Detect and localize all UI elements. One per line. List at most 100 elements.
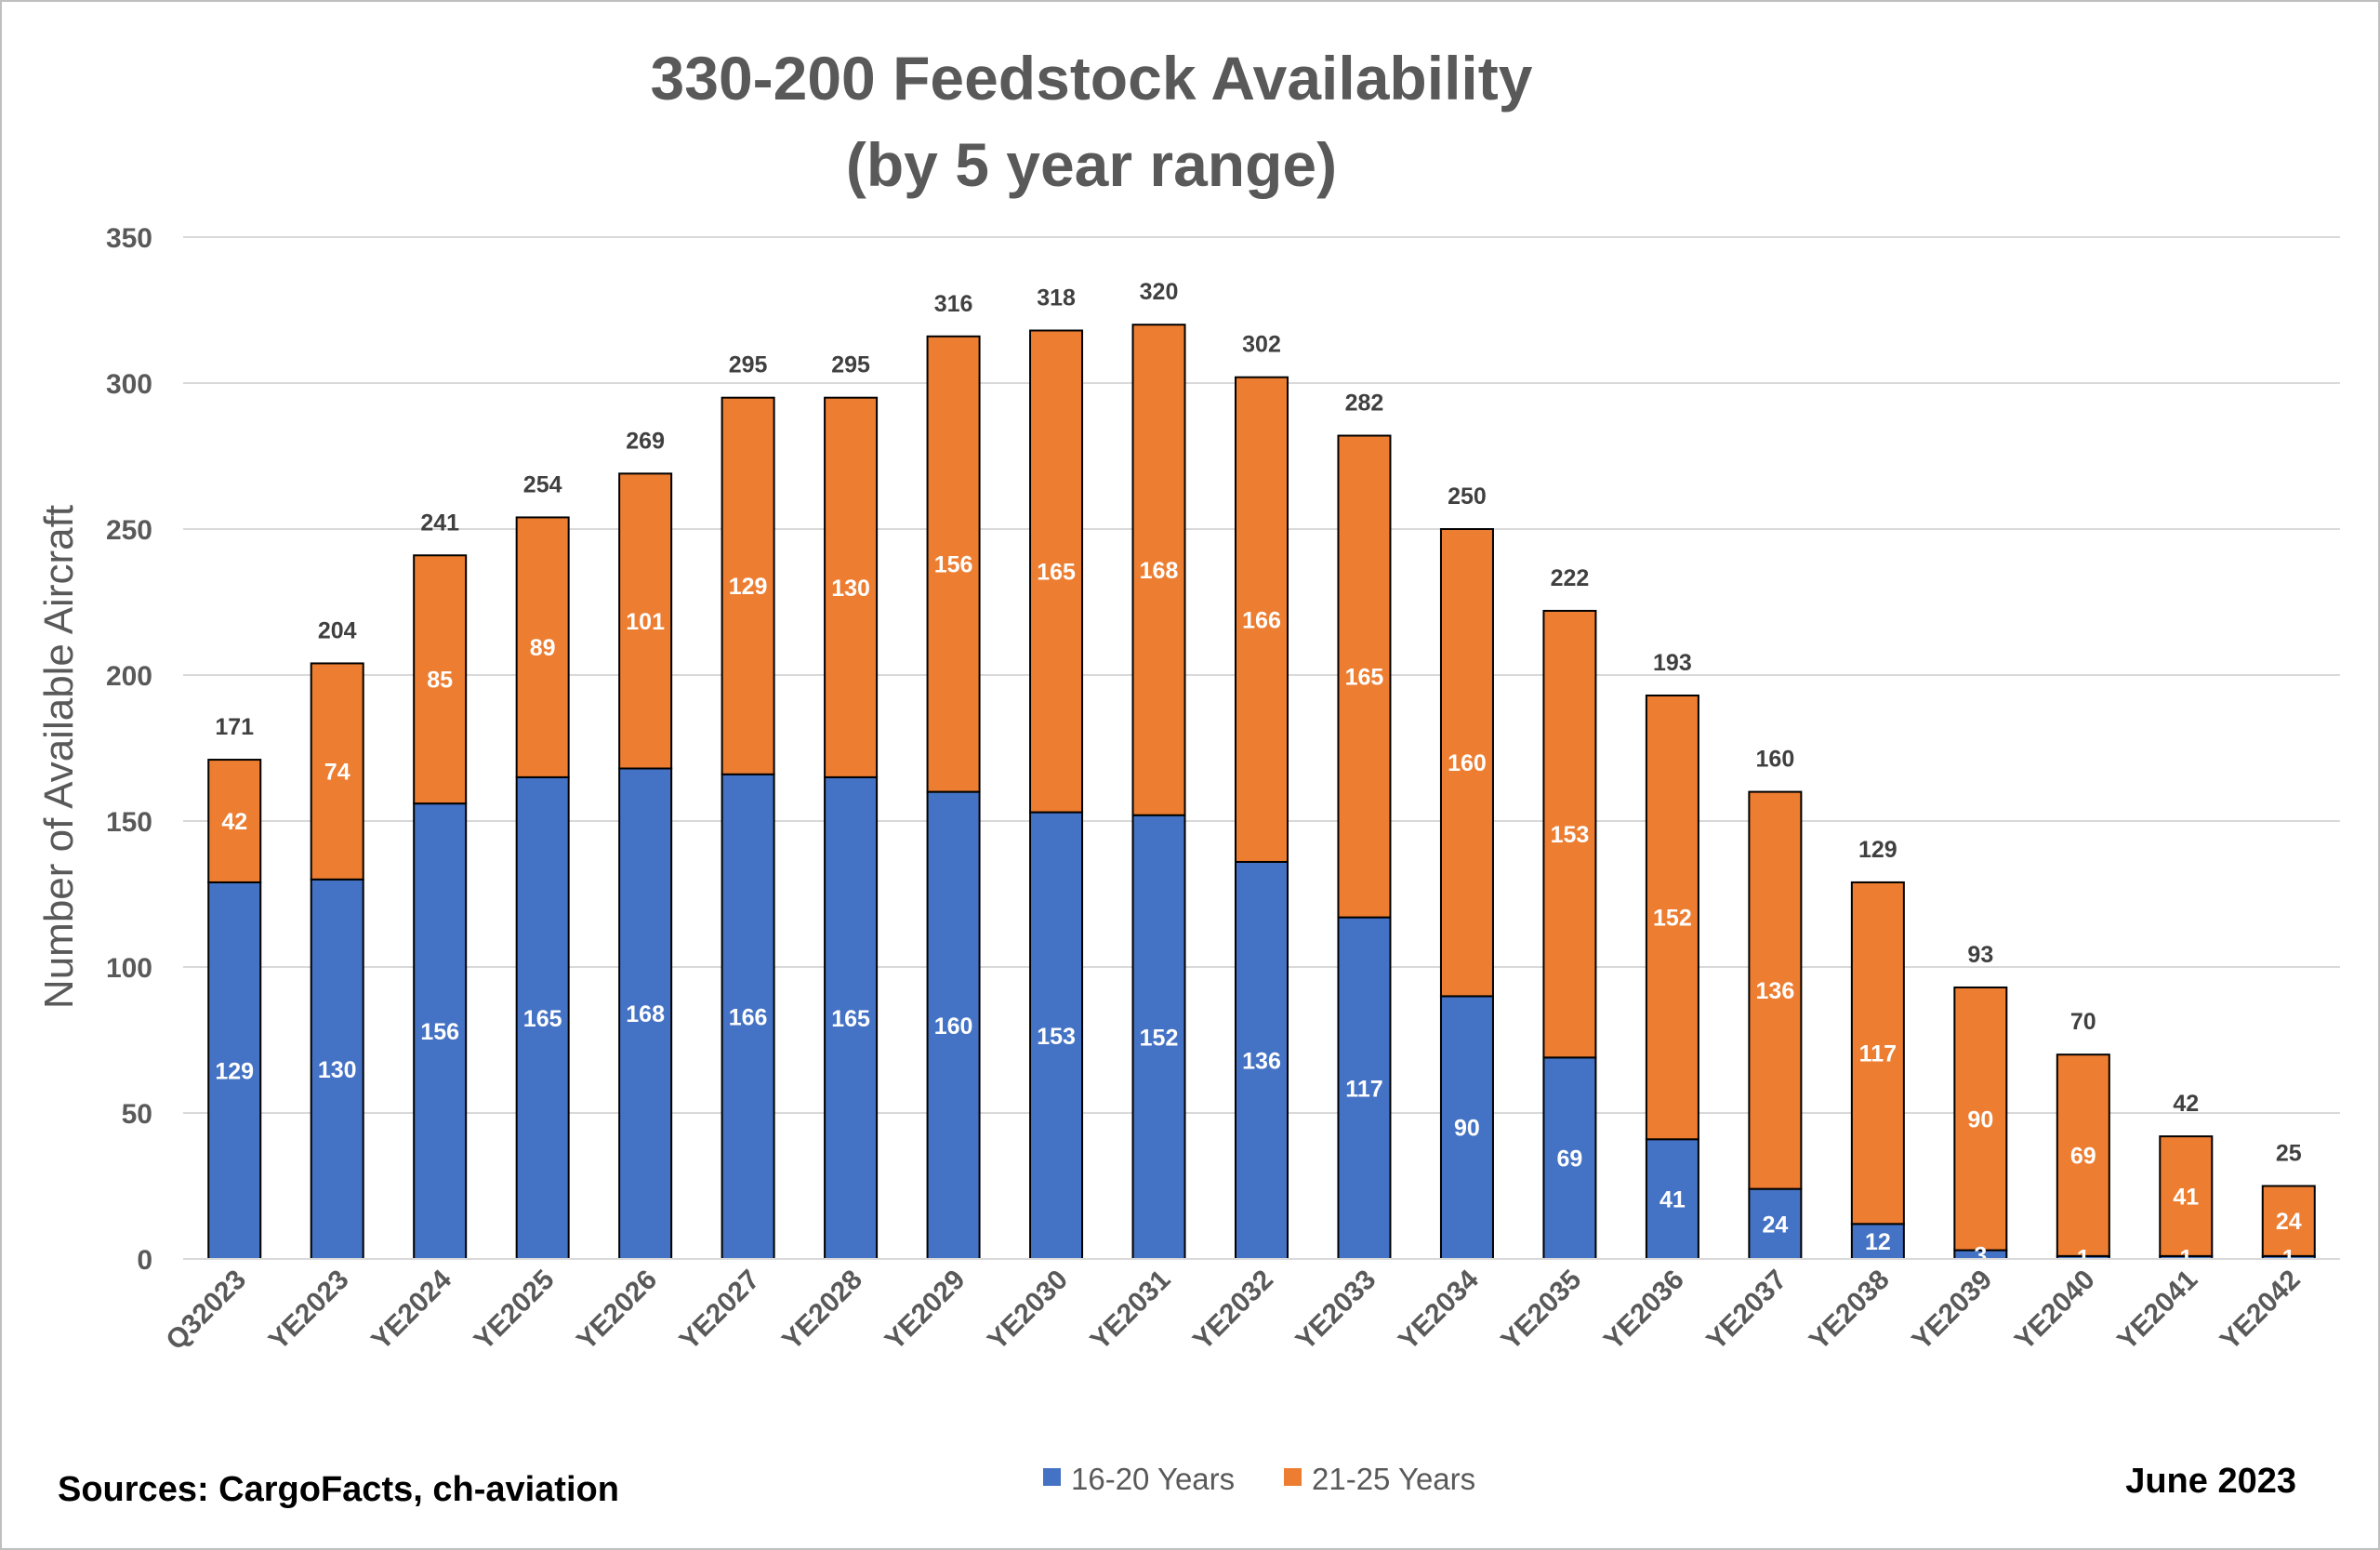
total-value-label: 42 (2173, 1091, 2199, 1117)
x-tick-label: YE2026 (571, 1265, 663, 1357)
total-value-label: 193 (1653, 650, 1692, 676)
total-value-label: 269 (626, 428, 665, 454)
segment-value-label: 165 (1037, 560, 1076, 586)
bar-segment-21-25-years (618, 472, 673, 770)
bar-segment-21-25-years (824, 396, 879, 778)
x-tick-label: YE2028 (776, 1265, 868, 1357)
bar-segment-21-25-years (1542, 609, 1597, 1059)
bar-segment-16-20-years (413, 802, 468, 1260)
bar-segment-21-25-years (413, 554, 468, 805)
segment-value-label: 168 (626, 1001, 665, 1027)
segment-value-label: 41 (2173, 1184, 2199, 1210)
x-axis-ticks: Q32023 YE2023 YE2024 YE2025 YE2026 YE2027 YE20… (160, 1264, 2306, 1356)
total-value-label: 295 (729, 352, 768, 378)
segment-value-label: 160 (934, 1013, 973, 1040)
bar-segment-21-25-years (310, 662, 364, 881)
x-tick-label: YE2027 (674, 1265, 766, 1357)
bar-segment-21-25-years (2159, 1135, 2214, 1257)
bar-segment-21-25-years (1850, 881, 1905, 1225)
legend: 16-20 Years 21-25 Years (1043, 1462, 1475, 1496)
bar-segment-21-25-years (2056, 1053, 2110, 1257)
total-value-label: 222 (1551, 565, 1590, 591)
segment-value-label: 101 (626, 609, 665, 635)
bar-segment-16-20-years (721, 773, 775, 1260)
total-value-label: 320 (1140, 279, 1179, 305)
total-value-label: 171 (215, 714, 254, 740)
x-tick-label: Q32023 (160, 1265, 252, 1357)
total-value-label: 70 (2070, 1009, 2096, 1035)
bar-segment-21-25-years (207, 759, 262, 883)
segment-value-label: 12 (1865, 1229, 1891, 1255)
x-tick-label: YE2023 (263, 1265, 355, 1357)
segment-value-label: 152 (1653, 906, 1692, 932)
bar-segment-16-20-years (1029, 811, 1084, 1261)
x-tick-label: YE2031 (1085, 1265, 1177, 1357)
x-tick-label: YE2038 (1804, 1265, 1896, 1357)
legend-swatch-16-20-years (1043, 1468, 1061, 1486)
segment-value-label: 160 (1448, 750, 1487, 776)
bar-segment-21-25-years (1748, 790, 1803, 1190)
segment-value-label: 69 (2070, 1144, 2096, 1170)
x-tick-label: YE2039 (1906, 1265, 1998, 1357)
y-axis-ticks: 0 50 100 150 200 250 300 350 (106, 223, 152, 1276)
segment-value-label: 130 (831, 576, 870, 602)
y-tick-label: 200 (106, 661, 152, 692)
legend-swatch-21-25-years (1284, 1468, 1302, 1486)
total-value-label: 241 (420, 510, 459, 536)
segment-value-label: 69 (1557, 1146, 1583, 1172)
bar-segment-16-20-years (1337, 916, 1392, 1260)
segment-value-label: 153 (1551, 822, 1590, 848)
segment-value-label: 74 (324, 760, 350, 786)
bar-segment-16-20-years (310, 878, 364, 1260)
segment-value-label: 24 (2276, 1209, 2302, 1235)
bar-segment-21-25-years (1029, 329, 1084, 814)
chart-title-line-1: 330-200 Feedstock Availability (651, 44, 1533, 113)
bar-segment-21-25-years (926, 335, 981, 793)
segment-value-label: 153 (1037, 1024, 1076, 1050)
bar-segment-16-20-years (926, 790, 981, 1260)
total-value-label: 250 (1448, 484, 1487, 510)
x-tick-label: YE2036 (1598, 1265, 1690, 1357)
x-tick-label: YE2034 (1393, 1264, 1485, 1356)
total-value-label: 160 (1756, 747, 1795, 773)
y-tick-label: 0 (137, 1245, 152, 1276)
segment-value-label: 165 (523, 1006, 562, 1032)
bar-segment-21-25-years (1131, 324, 1186, 816)
segment-value-label: 129 (215, 1058, 254, 1084)
x-tick-label: YE2024 (365, 1264, 457, 1356)
x-tick-label: YE2032 (1187, 1265, 1279, 1357)
total-value-label: 295 (831, 352, 870, 378)
segment-value-label: 117 (1859, 1041, 1897, 1067)
bar-segment-21-25-years (1439, 528, 1494, 998)
bar-segment-16-20-years (515, 775, 570, 1260)
segment-value-label: 3 (1974, 1242, 1987, 1268)
source-note: Sources: CargoFacts, ch-aviation (58, 1470, 619, 1509)
total-value-label: 318 (1037, 285, 1076, 311)
segment-value-label: 166 (1242, 607, 1281, 633)
date-note: June 2023 (2125, 1462, 2296, 1501)
segment-value-label: 168 (1140, 558, 1179, 584)
legend-label-21-25-years: 21-25 Years (1312, 1462, 1475, 1496)
x-tick-label: YE2037 (1701, 1265, 1793, 1357)
legend-label-16-20-years: 16-20 Years (1071, 1462, 1235, 1496)
segment-value-label: 166 (729, 1004, 768, 1030)
data-labels: 129 42 171 130 74 204 156 85 241 165 89 254 168 101 26… (215, 279, 2301, 1271)
total-value-label: 129 (1858, 837, 1897, 863)
total-value-label: 302 (1242, 332, 1281, 358)
x-tick-label: YE2041 (2111, 1265, 2203, 1357)
bar-segment-21-25-years (2261, 1185, 2316, 1257)
y-tick-label: 300 (106, 369, 152, 400)
segment-value-label: 24 (1762, 1212, 1788, 1238)
segment-value-label: 165 (1345, 665, 1384, 691)
total-value-label: 282 (1345, 391, 1384, 417)
segment-value-label: 156 (934, 552, 973, 578)
total-value-label: 316 (934, 291, 973, 317)
y-axis-label: Number of Available Aircraft (36, 505, 82, 1009)
bar-segment-21-25-years (721, 396, 775, 775)
segment-value-label: 152 (1140, 1025, 1179, 1051)
x-tick-label: YE2033 (1290, 1265, 1382, 1357)
x-tick-label: YE2040 (2009, 1265, 2101, 1357)
bar-segment-16-20-years (824, 775, 879, 1260)
